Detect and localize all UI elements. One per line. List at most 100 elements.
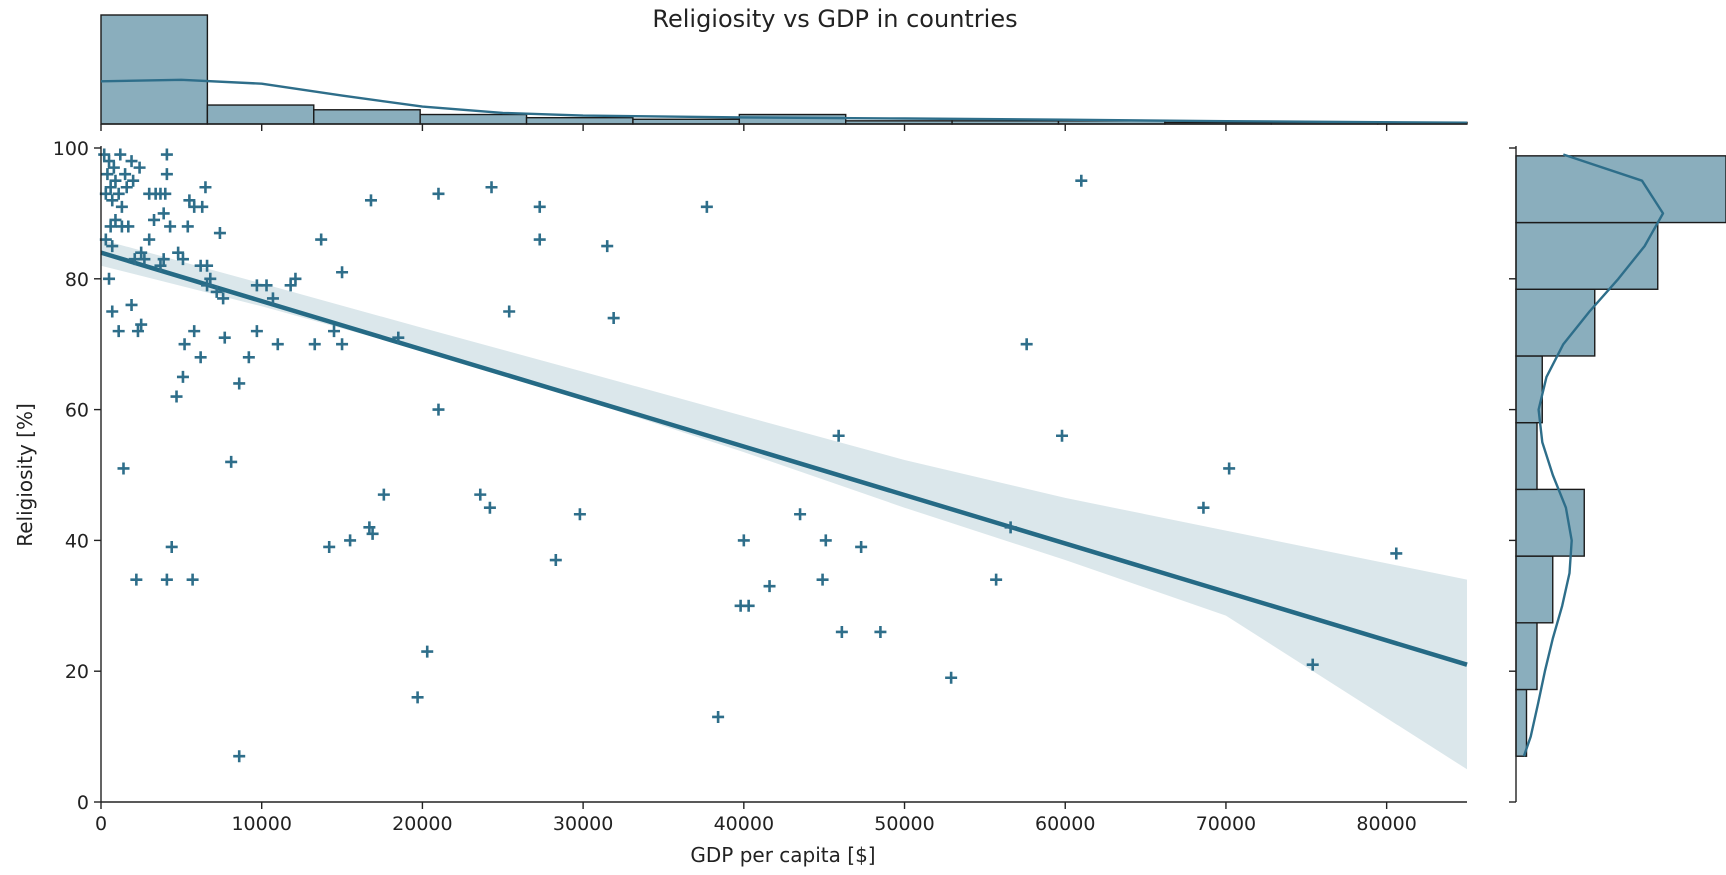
confidence-band [101,239,1467,770]
data-point [1223,462,1236,475]
data-point [170,390,183,403]
data-point [233,377,246,390]
data-point [549,554,562,567]
data-point [117,462,130,475]
data-point [112,325,125,338]
y-histogram-bar [1515,622,1538,691]
data-point [483,501,496,514]
x-histogram-bar [313,109,421,125]
data-point [421,645,434,658]
data-point [104,220,117,233]
data-point [160,573,173,586]
data-point [432,403,445,416]
x-histogram-bar [525,116,634,125]
data-point [712,710,725,723]
data-point [485,181,498,194]
data-point [503,305,516,318]
data-point [188,325,201,338]
data-point [816,573,829,586]
data-point [201,259,214,272]
data-point [106,194,119,207]
data-point [127,174,140,187]
data-point [233,750,246,763]
data-point [855,540,868,553]
data-point [131,325,144,338]
data-point [1075,174,1088,187]
data-point [125,298,138,311]
data-point [289,272,302,285]
data-point [763,580,776,593]
data-point [737,534,750,547]
x-tick-label: 50000 [874,813,934,835]
y-tick-label: 100 [53,138,89,160]
data-point [201,279,214,292]
data-point [392,331,405,344]
x-histogram-bar [738,113,847,125]
y-histogram-bar [1515,221,1659,290]
y-tick-label: 60 [65,400,89,422]
data-point [323,540,336,553]
regression-line-layer [100,250,1468,667]
data-point [115,200,128,213]
data-point [364,194,377,207]
x-tick-label: 0 [95,813,107,835]
data-point [218,331,231,344]
data-point [99,233,112,246]
data-point [432,187,445,200]
data-point [260,279,273,292]
data-point [165,540,178,553]
data-point [130,573,143,586]
confidence-band-layer [101,239,1467,770]
data-point [284,279,297,292]
data-point [122,220,135,233]
data-point [154,259,167,272]
data-point [250,325,263,338]
data-point [104,181,117,194]
data-point [533,200,546,213]
data-point [183,194,196,207]
data-point [159,187,172,200]
data-point [135,246,148,259]
y-kde-curve [1522,153,1665,757]
data-point [196,200,209,213]
data-point [178,338,191,351]
x-kde-curve [100,78,1468,124]
data-point [794,508,807,521]
x-histogram-bar [206,104,315,125]
data-point [186,573,199,586]
data-point [315,233,328,246]
data-point [1056,429,1069,442]
x-histogram-bar [632,118,741,125]
data-point [160,168,173,181]
y-histogram-bar [1515,155,1726,224]
chart-title: Religiosity vs GDP in countries [652,5,1017,33]
data-point [1197,501,1210,514]
y-histogram-bar [1515,421,1538,491]
x-tick-label: 30000 [553,813,613,835]
data-point [160,148,173,161]
data-point [266,292,279,305]
data-point [172,246,185,259]
data-point [210,285,223,298]
data-point [133,161,146,174]
x-tick-label: 20000 [392,813,452,835]
data-point [143,233,156,246]
data-point [819,534,832,547]
y-histogram-bar [1515,288,1596,357]
y-histogram-bar [1515,488,1585,557]
regression-line [100,250,1468,667]
data-point [98,148,111,161]
data-point [742,599,755,612]
data-point [225,455,238,468]
data-point [573,508,586,521]
y-tick-label: 20 [65,661,89,683]
scatter-points [98,148,1403,763]
data-point [176,253,189,266]
data-point [194,351,207,364]
data-point [832,429,845,442]
data-point [377,488,390,501]
data-point [135,318,148,331]
data-point [176,370,189,383]
data-point [114,148,127,161]
data-point [271,338,284,351]
